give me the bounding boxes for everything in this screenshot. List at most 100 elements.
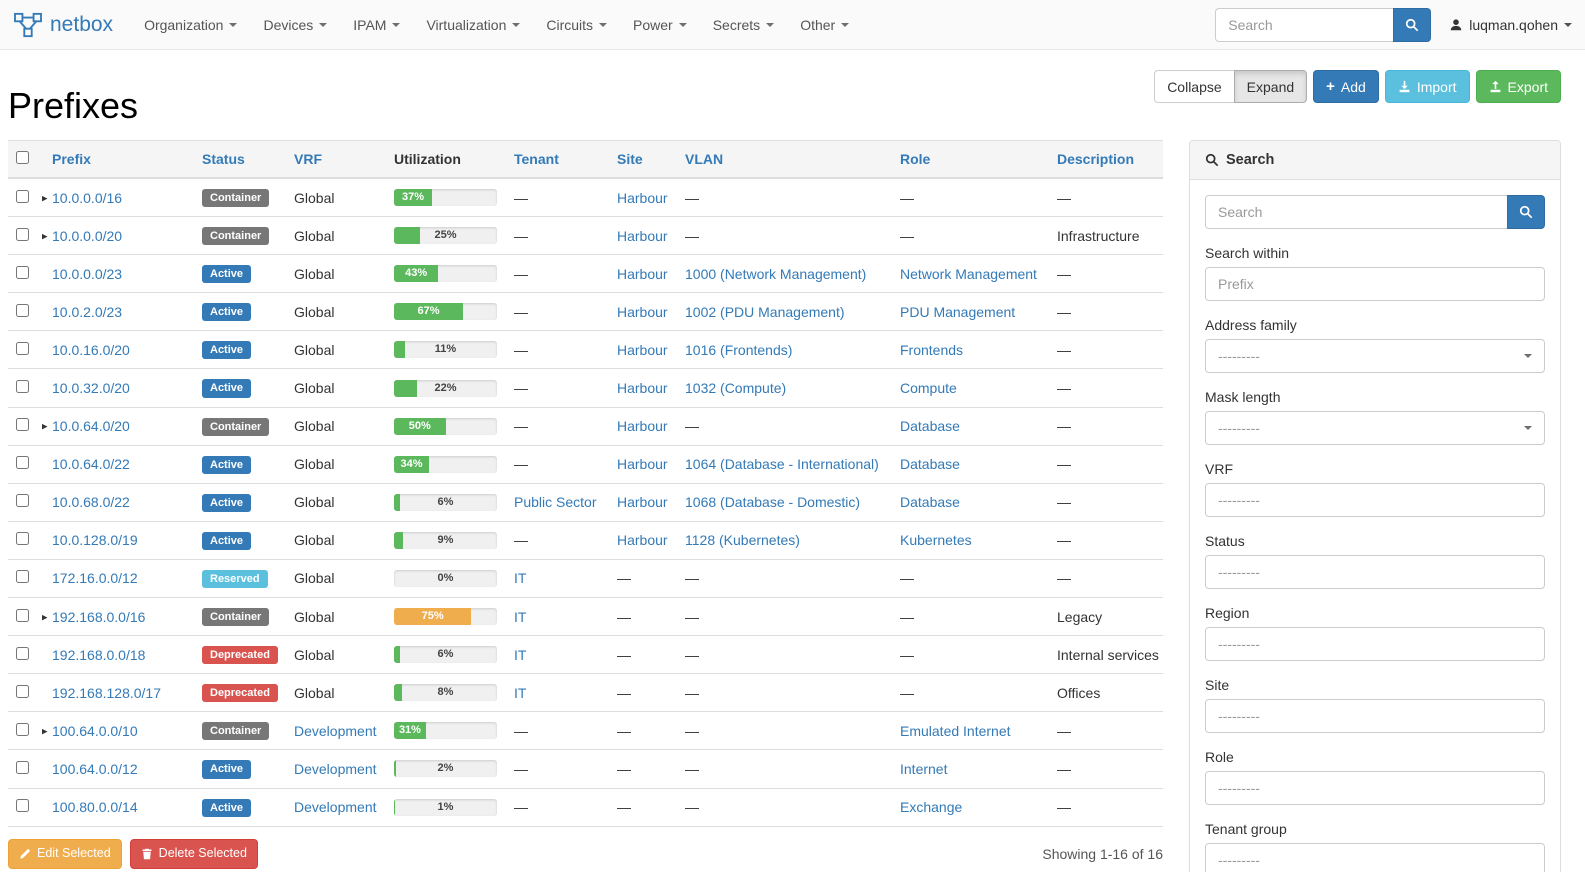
role-link[interactable]: Frontends [900,341,964,358]
vlan-link[interactable]: 1068 (Database - Domestic) [685,494,861,511]
expand-caret-icon[interactable]: ▸ [42,192,48,205]
navbar-search-input[interactable] [1215,7,1394,42]
nav-menu-devices[interactable]: Devices [250,0,340,50]
vlan-link[interactable]: 1064 (Database - International) [685,456,879,473]
navbar-search-button[interactable] [1393,7,1432,42]
vrf-link[interactable]: Development [294,722,377,739]
nav-menu-circuits[interactable]: Circuits [533,0,620,50]
delete-selected-button[interactable]: Delete Selected [129,838,258,869]
site-link[interactable]: Harbour [617,341,668,358]
row-checkbox[interactable] [16,456,29,470]
site-link[interactable]: Harbour [617,265,668,282]
vlan-link[interactable]: 1000 (Network Management) [685,265,867,282]
prefix-link[interactable]: 10.0.64.0/20 [52,418,130,435]
user-menu[interactable]: luqman.qohen [1449,17,1572,33]
tenant-link[interactable]: IT [514,608,527,625]
role-link[interactable]: Database [900,494,960,511]
column-header-tenant[interactable]: Tenant [506,140,609,179]
filter-select-tenant-group[interactable]: --------- [1205,843,1545,872]
row-checkbox[interactable] [16,722,29,736]
expand-caret-icon[interactable]: ▸ [42,725,48,738]
site-link[interactable]: Harbour [617,532,668,549]
import-button[interactable]: Import [1384,70,1470,103]
role-link[interactable]: Kubernetes [900,532,972,549]
filter-select-status[interactable]: --------- [1205,555,1545,589]
row-checkbox[interactable] [16,265,29,279]
expand-button[interactable]: Expand [1233,70,1308,103]
prefix-link[interactable]: 10.0.68.0/22 [52,494,130,511]
column-header-prefix[interactable]: Prefix [44,140,194,179]
nav-menu-organization[interactable]: Organization [131,0,250,50]
role-link[interactable]: Exchange [900,799,963,816]
vrf-link[interactable]: Development [294,760,377,777]
row-checkbox[interactable] [16,418,29,432]
tenant-link[interactable]: IT [514,684,527,701]
column-header-vlan[interactable]: VLAN [677,140,892,179]
filter-select-mask-length[interactable]: --------- [1205,411,1545,445]
nav-menu-power[interactable]: Power [620,0,700,50]
select-all-checkbox[interactable] [16,151,29,164]
prefix-link[interactable]: 192.168.128.0/17 [52,684,161,701]
expand-caret-icon[interactable]: ▸ [42,611,48,624]
role-link[interactable]: Database [900,418,960,435]
expand-caret-icon[interactable]: ▸ [42,420,48,433]
prefix-link[interactable]: 10.0.0.0/16 [52,189,123,206]
column-header-site[interactable]: Site [609,140,677,179]
prefix-link[interactable]: 100.64.0.0/12 [52,760,138,777]
site-link[interactable]: Harbour [617,494,668,511]
row-checkbox[interactable] [16,189,29,203]
filter-select-region[interactable]: --------- [1205,627,1545,661]
row-checkbox[interactable] [16,570,29,584]
vlan-link[interactable]: 1032 (Compute) [685,380,787,397]
prefix-link[interactable]: 10.0.0.0/20 [52,227,123,244]
row-checkbox[interactable] [16,494,29,508]
row-checkbox[interactable] [16,608,29,622]
role-link[interactable]: Network Management [900,265,1037,282]
vlan-link[interactable]: 1016 (Frontends) [685,341,793,358]
nav-menu-ipam[interactable]: IPAM [340,0,413,50]
nav-menu-secrets[interactable]: Secrets [700,0,787,50]
site-link[interactable]: Harbour [617,227,668,244]
row-checkbox[interactable] [16,799,29,813]
role-link[interactable]: Database [900,456,960,473]
nav-menu-virtualization[interactable]: Virtualization [413,0,533,50]
row-checkbox[interactable] [16,380,29,394]
column-header-role[interactable]: Role [892,140,1049,179]
column-header-vrf[interactable]: VRF [286,140,386,179]
role-link[interactable]: Emulated Internet [900,722,1011,739]
site-link[interactable]: Harbour [617,380,668,397]
collapse-button[interactable]: Collapse [1154,70,1235,103]
filter-select-address-family[interactable]: --------- [1205,339,1545,373]
prefix-link[interactable]: 100.64.0.0/10 [52,722,138,739]
prefix-link[interactable]: 10.0.128.0/19 [52,532,138,549]
sidebar-search-button[interactable] [1507,195,1545,229]
role-link[interactable]: Compute [900,380,957,397]
role-link[interactable]: Internet [900,760,948,777]
vrf-link[interactable]: Development [294,799,377,816]
add-button[interactable]: + Add [1313,70,1379,103]
column-header-status[interactable]: Status [194,140,286,179]
tenant-link[interactable]: Public Sector [514,494,597,511]
site-link[interactable]: Harbour [617,189,668,206]
row-checkbox[interactable] [16,760,29,774]
filter-select-role[interactable]: --------- [1205,771,1545,805]
expand-caret-icon[interactable]: ▸ [42,230,48,243]
row-checkbox[interactable] [16,684,29,698]
export-button[interactable]: Export [1475,70,1561,103]
edit-selected-button[interactable]: Edit Selected [8,838,122,869]
prefix-link[interactable]: 100.80.0.0/14 [52,799,138,816]
sidebar-search-input[interactable] [1205,195,1507,229]
filter-input-search-within[interactable] [1205,267,1545,301]
prefix-link[interactable]: 10.0.0.0/23 [52,265,123,282]
site-link[interactable]: Harbour [617,456,668,473]
tenant-link[interactable]: IT [514,570,527,587]
prefix-link[interactable]: 10.0.32.0/20 [52,380,130,397]
prefix-link[interactable]: 172.16.0.0/12 [52,570,138,587]
prefix-link[interactable]: 10.0.64.0/22 [52,456,130,473]
row-checkbox[interactable] [16,303,29,317]
vlan-link[interactable]: 1002 (PDU Management) [685,303,845,320]
filter-select-site[interactable]: --------- [1205,699,1545,733]
row-checkbox[interactable] [16,227,29,241]
prefix-link[interactable]: 192.168.0.0/16 [52,608,146,625]
nav-menu-other[interactable]: Other [787,0,862,50]
